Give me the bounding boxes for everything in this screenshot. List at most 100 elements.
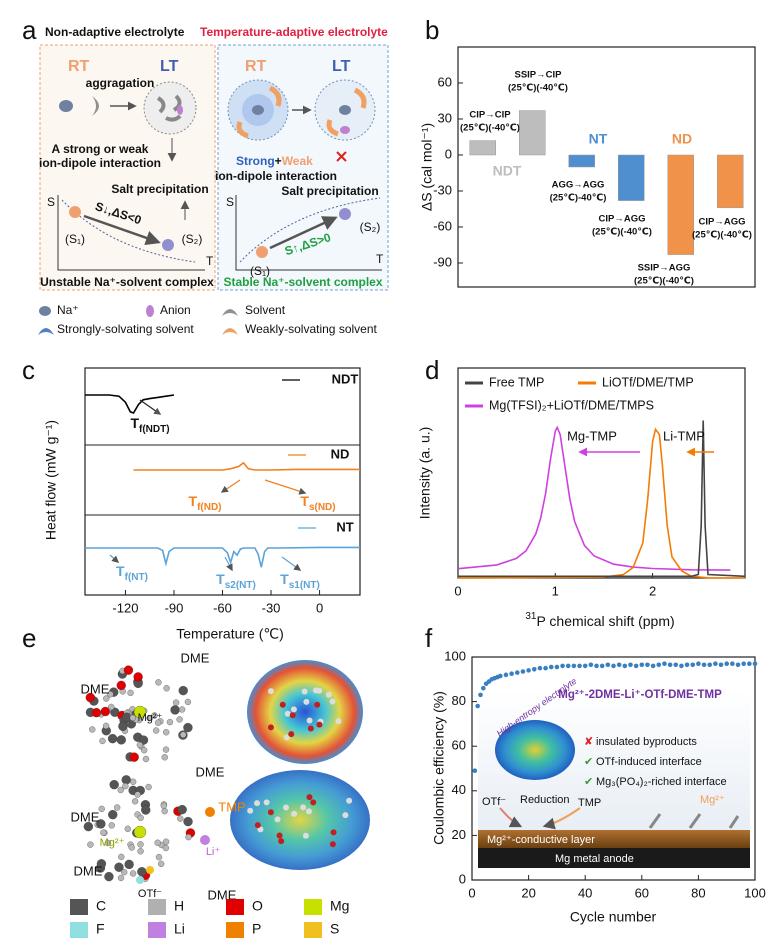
annotation-arrow [281, 556, 302, 571]
atom [180, 731, 187, 738]
annotation: Ts1(NT) [280, 571, 320, 591]
atom [145, 783, 152, 791]
atom [91, 708, 102, 718]
atom [137, 848, 144, 855]
series-label: NDT [493, 163, 522, 179]
point [741, 661, 746, 666]
y-tick-label: -30 [433, 182, 452, 197]
atom [117, 786, 124, 794]
axis-label: T [376, 252, 384, 266]
atom [130, 778, 137, 785]
x-tick-label: 100 [744, 885, 766, 900]
atom [100, 829, 107, 836]
x-tick-label: 80 [691, 885, 705, 900]
axis-label: S [226, 195, 234, 209]
label: Strong [236, 154, 275, 168]
bar-annotation: CIP→CIP [469, 110, 511, 121]
point [548, 664, 554, 670]
series-label: NT [589, 131, 608, 147]
annotation: Tf(NDT) [130, 415, 169, 435]
atom [306, 717, 313, 724]
atom [267, 724, 274, 731]
legend-label: Weakly-solvating solvent [245, 322, 378, 336]
atom [288, 731, 295, 738]
inset-label: Reduction [520, 794, 570, 806]
y-tick-label: 0 [459, 871, 466, 886]
atom [301, 688, 308, 695]
legend-label: O [252, 898, 263, 914]
panel-a: Non-adaptive electrolyte Temperature-ada… [38, 25, 389, 336]
bar [667, 154, 694, 255]
point [633, 663, 639, 669]
panel-label: e [22, 623, 36, 653]
atom [108, 703, 115, 711]
axis-label: T [206, 254, 214, 268]
molecule-label: DME [71, 809, 100, 824]
atom [283, 804, 290, 811]
legend-label: Strongly-solvating solvent [57, 322, 194, 336]
label: LT [332, 58, 351, 75]
atom [342, 812, 349, 819]
label: ion-dipole interaction [215, 169, 337, 183]
legend-icon [38, 328, 54, 335]
bar [618, 154, 645, 201]
atom [254, 800, 261, 807]
point [662, 661, 667, 666]
atom [162, 844, 169, 852]
inset-mark: ✘ [584, 736, 593, 748]
point [509, 671, 514, 677]
caption: Unstable Na⁺-solvent complex [40, 275, 214, 289]
atom [133, 705, 147, 719]
atom [107, 691, 114, 698]
arrow [542, 807, 581, 830]
label: Salt precipitation [281, 184, 378, 198]
point [520, 669, 526, 674]
y-axis-label: Intensity (a. u.) [417, 427, 433, 520]
annotation: Ts2(NT) [216, 571, 256, 591]
point [526, 668, 531, 673]
bar-annotation: (25℃)(-40℃) [460, 123, 520, 134]
y-tick-label: -90 [433, 254, 452, 269]
plot-frame [84, 367, 361, 596]
atom [128, 844, 135, 851]
point [582, 663, 588, 669]
bar [717, 154, 744, 209]
atom [185, 833, 192, 841]
panel-label: c [22, 355, 35, 385]
atom [335, 718, 342, 725]
point [628, 662, 633, 668]
point [735, 662, 741, 668]
point [684, 662, 690, 668]
bar-annotation: (25℃)(-40℃) [634, 276, 694, 287]
atom [310, 799, 317, 806]
legend-icon [222, 309, 238, 316]
legend-swatch [304, 922, 322, 938]
atom [98, 805, 105, 813]
x-axis-label-sup: 31 [525, 611, 537, 622]
ion [252, 105, 264, 115]
legend-label: C [96, 898, 106, 914]
solvent [326, 87, 367, 137]
atom [122, 782, 129, 790]
atom [279, 701, 286, 708]
annotation-main: T [216, 571, 225, 587]
annotation: Tf(ND) [189, 493, 222, 513]
point [339, 208, 351, 220]
point [478, 692, 483, 698]
bar [519, 110, 546, 156]
legend-label: Solvent [245, 303, 286, 317]
atom [116, 680, 126, 691]
cross [336, 151, 347, 162]
annotation-sub: s2(NT) [225, 580, 256, 591]
point [560, 663, 565, 669]
x-tick-label: 0 [468, 885, 475, 900]
y-tick-label: 80 [452, 693, 466, 708]
atom [274, 816, 281, 823]
point [475, 703, 480, 709]
bar-annotation: (25℃)(-40℃) [508, 83, 568, 94]
curve [239, 197, 381, 263]
atom [107, 733, 118, 744]
atom [89, 726, 96, 733]
atom [163, 729, 170, 736]
annotation: Ts(ND) [300, 493, 335, 513]
